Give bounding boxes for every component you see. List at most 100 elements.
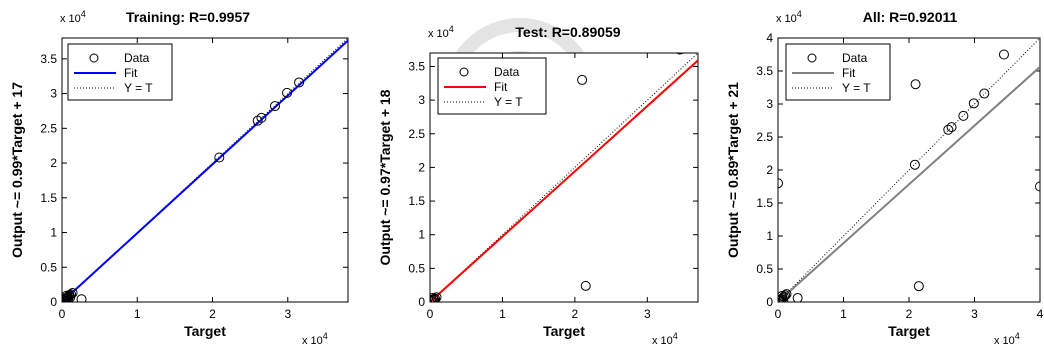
data-point — [256, 112, 267, 123]
data-point — [913, 281, 924, 292]
identity-line — [62, 38, 348, 302]
y-tick-label: 2.5 — [408, 127, 425, 141]
data-point — [778, 178, 783, 189]
data-point — [943, 124, 954, 135]
legend-label-data: Data — [124, 51, 150, 65]
y-tick-label: 3 — [766, 97, 773, 111]
fit-line — [62, 39, 348, 302]
data-point — [781, 289, 792, 300]
x-tick-label: 2 — [572, 307, 579, 321]
data-point — [778, 291, 787, 302]
x-tick-label: 1 — [134, 307, 141, 321]
data-point — [946, 122, 957, 133]
y-axis-label: Output ~= 0.99*Target + 17 — [9, 82, 25, 258]
y-tick-label: 1.5 — [40, 191, 57, 205]
y-exponent-base: x 10 — [776, 13, 797, 25]
y-exponent-power: 4 — [797, 9, 802, 19]
data-point — [910, 79, 921, 90]
x-tick-label: 2 — [906, 307, 913, 321]
data-point — [580, 280, 591, 291]
y-exponent-label: x 104 — [60, 9, 86, 25]
x-exponent-power: 4 — [1015, 331, 1020, 341]
identity-line — [778, 38, 1040, 302]
y-exponent-label: x 104 — [428, 24, 454, 40]
x-tick-label: 1 — [499, 307, 506, 321]
data-point — [62, 293, 70, 302]
data-point — [676, 53, 684, 55]
x-exponent-power: 4 — [673, 331, 678, 341]
plot-content — [430, 53, 698, 302]
data-point — [431, 292, 442, 302]
data-point — [62, 290, 72, 301]
x-exponent-power: 4 — [323, 331, 328, 341]
chart-title: Test: R=0.89059 — [515, 24, 620, 40]
y-axis-label: Output ~= 0.89*Target + 21 — [725, 82, 741, 258]
fit-line — [778, 66, 1040, 302]
data-point — [430, 294, 440, 302]
data-point — [430, 292, 438, 302]
plot-content — [778, 38, 1040, 302]
y-tick-label: 0 — [766, 295, 773, 309]
y-exponent-power: 4 — [449, 24, 454, 34]
legend-label-fit: Fit — [842, 66, 856, 80]
data-point — [780, 290, 791, 301]
data-point — [76, 294, 87, 302]
legend-label-fit: Fit — [124, 66, 138, 80]
data-point — [430, 294, 439, 302]
plot-content — [62, 38, 348, 302]
data-point — [778, 295, 789, 302]
data-point — [214, 152, 225, 163]
y-tick-label: 1 — [766, 229, 773, 243]
chart-title: All: R=0.92011 — [863, 9, 958, 25]
x-tick-label: 2 — [209, 307, 216, 321]
x-axis-label: Target — [888, 323, 930, 339]
y-tick-label: 0.5 — [40, 260, 57, 274]
y-tick-label: 0 — [50, 295, 57, 309]
data-point — [294, 77, 305, 88]
y-tick-label: 1 — [418, 228, 425, 242]
data-point — [958, 110, 969, 121]
data-point — [282, 87, 293, 98]
y-tick-label: 3.5 — [40, 52, 57, 66]
data-point — [577, 74, 588, 85]
x-tick-label: 1 — [840, 307, 847, 321]
legend-label-identity: Y = T — [842, 81, 871, 95]
data-point — [1035, 181, 1040, 192]
legend-marker-data — [89, 53, 99, 63]
y-exponent-power: 4 — [81, 9, 86, 19]
y-axis-label: Output ~= 0.97*Target + 18 — [377, 89, 393, 265]
y-tick-label: 0.5 — [756, 262, 773, 276]
y-tick-label: 4 — [766, 31, 773, 45]
y-exponent-base: x 10 — [428, 28, 449, 40]
x-tick-label: 3 — [971, 307, 978, 321]
y-tick-label: 1.5 — [756, 196, 773, 210]
legend-label-fit: Fit — [494, 80, 508, 94]
legend-label-identity: Y = T — [124, 81, 153, 95]
fit-line — [430, 59, 698, 302]
y-tick-label: 2 — [418, 160, 425, 174]
x-tick-label: 0 — [59, 307, 66, 321]
y-tick-label: 0.5 — [408, 261, 425, 275]
y-tick-label: 2.5 — [756, 130, 773, 144]
y-tick-label: 3 — [50, 87, 57, 101]
y-tick-label: 3.5 — [756, 64, 773, 78]
x-tick-label: 3 — [644, 307, 651, 321]
x-exponent-label: x 104 — [994, 331, 1020, 347]
x-tick-label: 0 — [775, 307, 782, 321]
x-axis-label: Target — [543, 323, 585, 339]
x-exponent-base: x 10 — [652, 335, 673, 347]
x-exponent-base: x 10 — [994, 335, 1015, 347]
y-tick-label: 0 — [418, 295, 425, 309]
chart-title: Training: R=0.9957 — [126, 9, 250, 25]
data-point — [792, 293, 803, 302]
data-point — [269, 101, 280, 112]
x-exponent-label: x 104 — [652, 331, 678, 347]
y-tick-label: 2 — [766, 163, 773, 177]
x-exponent-label: x 104 — [302, 331, 328, 347]
data-point — [979, 88, 990, 99]
